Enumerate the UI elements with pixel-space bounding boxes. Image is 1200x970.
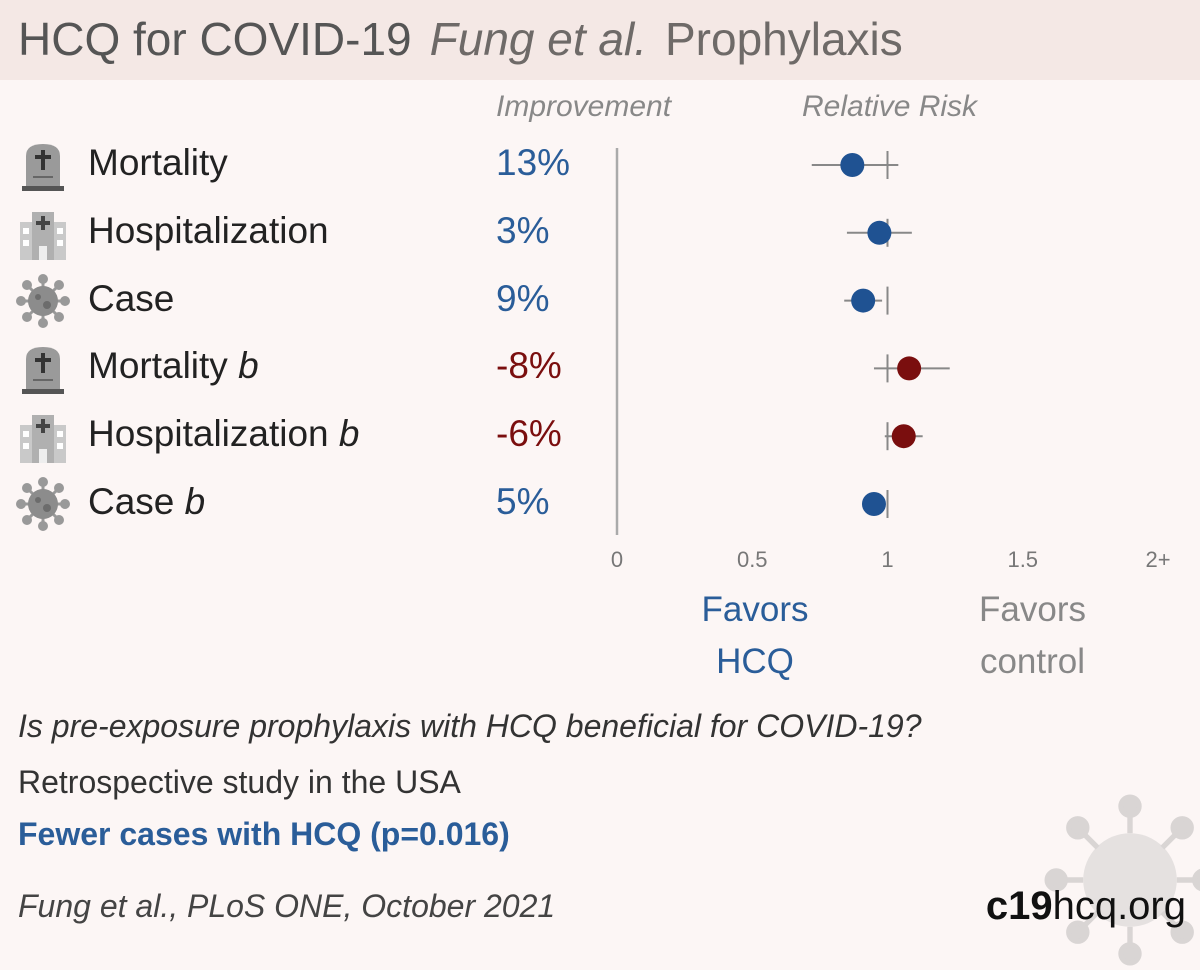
effect-point [861,492,886,516]
outcome-label-text: Hospitalization [88,413,329,455]
effect-point [867,220,892,245]
virus-icon [16,477,70,531]
favors-hcq-line2: HCQ [716,642,794,681]
outcome-label-suffix: b [338,413,360,455]
virus-watermark-icon [1044,794,1200,966]
column-header-relative-risk: Relative Risk [802,90,978,123]
outcome-label: Case [88,278,174,320]
favors-control-line1: Favors [979,590,1086,629]
outcome-label-suffix: b [238,345,259,387]
brand-logo[interactable]: c19hcq.org [986,884,1186,929]
favors-control-line2: control [979,642,1086,681]
tombstone-icon [16,341,70,395]
x-tick-label: 1.5 [1007,547,1038,572]
improvement-value: 5% [496,481,550,522]
tombstone-icon [16,138,70,192]
forest-plot: 0 0.5 1 1.5 2+ [611,148,1171,572]
hospital-icon [16,409,70,464]
title-author: Fung et al. [429,13,647,65]
favors-hcq-label: Favors HCQ [690,584,820,688]
title-main: HCQ for COVID-19 [18,13,412,65]
brand-bold: c19 [985,884,1053,928]
effect-point [897,356,922,381]
citation: Fung et al., PLoS ONE, October 2021 [18,888,556,924]
virus-icon [16,273,70,328]
title-tag: Prophylaxis [665,13,903,65]
improvement-value: 13% [496,142,571,183]
x-tick-label: 1 [881,547,893,572]
outcome-label-text: Case [88,481,175,522]
study-design: Retrospective study in the USA [18,764,461,800]
outcome-label: Mortality b [88,345,259,387]
favors-control-label: Favors control [965,584,1100,688]
outcome-label-suffix: b [184,481,206,522]
header-band [0,0,1200,80]
brand-rest: hcq.org [1052,884,1186,928]
improvement-value: 9% [496,277,550,319]
effect-point [891,424,916,449]
study-question: Is pre-exposure prophylaxis with HCQ ben… [18,708,922,744]
hospital-icon [16,206,70,260]
improvement-value: -8% [496,345,562,387]
outcome-label-text: Hospitalization [88,209,329,251]
x-tick-label: 2+ [1145,547,1170,572]
improvement-value: 3% [496,209,550,251]
page-title: HCQ for COVID-19 Fung et al. Prophylaxis [18,12,903,66]
outcome-label: Mortality [88,142,228,184]
outcome-label-text: Mortality [88,345,228,387]
x-tick-label: 0 [611,547,623,572]
effect-point [851,288,876,313]
outcome-label-text: Case [88,277,175,319]
effect-point [840,153,865,177]
outcome-label: Hospitalization b [88,413,360,455]
outcome-label: Case b [88,481,205,523]
study-finding: Fewer cases with HCQ (p=0.016) [18,816,510,852]
x-tick-label: 0.5 [737,547,768,572]
favors-hcq-line1: Favors [701,590,809,629]
outcome-label-text: Mortality [88,142,228,183]
outcome-label: Hospitalization [88,210,329,252]
improvement-value: -6% [496,413,562,455]
column-header-improvement: Improvement [496,90,672,123]
